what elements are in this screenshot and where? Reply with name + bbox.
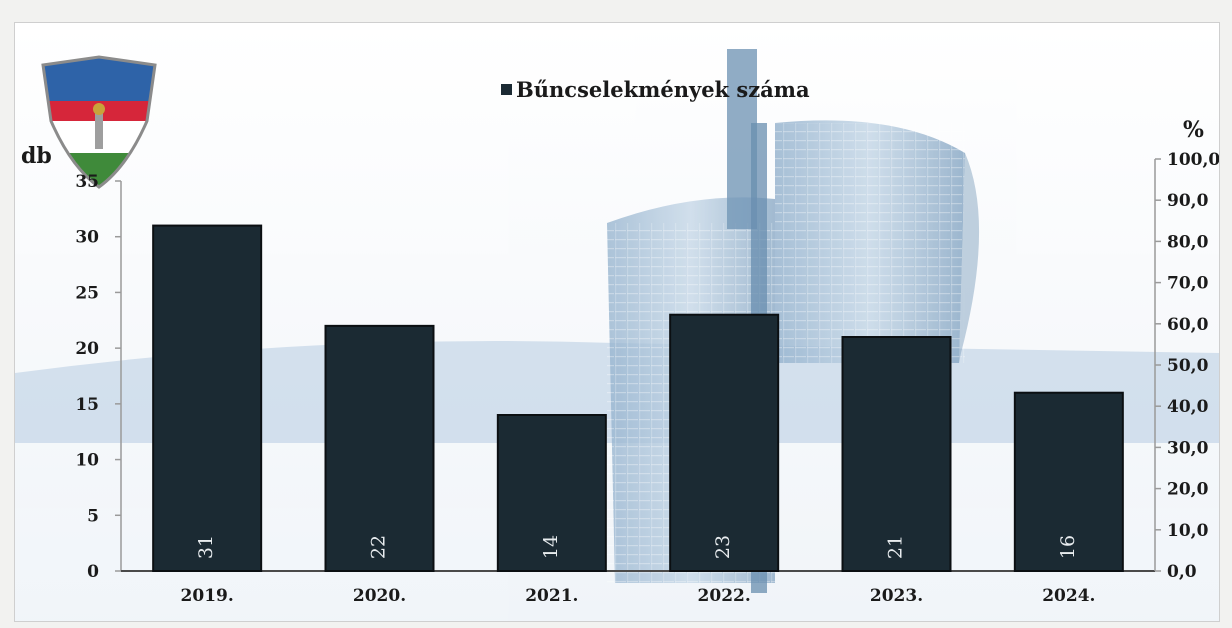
bar xyxy=(1013,391,1124,573)
y-left-tick-label: 35 xyxy=(75,172,99,192)
bar-data-label: 16 xyxy=(1057,535,1079,559)
y-left-tick-label: 0 xyxy=(87,562,99,582)
legend-label: Bűncselekmények száma xyxy=(516,77,810,102)
y-right-tick-label: 10,0 xyxy=(1167,521,1209,541)
y-right-tick-label: 0,0 xyxy=(1167,562,1197,582)
y-right-tick-label: 40,0 xyxy=(1167,397,1209,417)
x-tick-labels: 2019. 2020. 2021. 2022. 2023. 2024. xyxy=(181,586,1096,606)
y-right-tick-label: 90,0 xyxy=(1167,191,1209,211)
bar xyxy=(841,336,952,572)
y-right-tick-label: 60,0 xyxy=(1167,315,1209,335)
x-tick-label: 2021. xyxy=(525,586,578,606)
bar-data-label: 22 xyxy=(368,535,390,559)
y-left-tick-label: 10 xyxy=(75,451,99,471)
x-tick-label: 2023. xyxy=(870,586,923,606)
y-right-tick-label: 70,0 xyxy=(1167,274,1209,294)
bar xyxy=(496,414,607,572)
bar-chart: Bűncselekmények száma db % 0 5 10 15 20 25 30 3… xyxy=(15,23,1219,621)
bar-data-label: 14 xyxy=(540,535,562,559)
y-left-tick-label: 25 xyxy=(75,283,99,303)
bar-data-label: 31 xyxy=(195,535,217,559)
y-right-tick-label: 30,0 xyxy=(1167,438,1209,458)
bar xyxy=(669,313,780,572)
x-tick-label: 2024. xyxy=(1042,586,1095,606)
y-left-axis-label: db xyxy=(21,143,52,169)
y-right-tick-labels: 0,0 10,0 20,0 30,0 40,0 50,0 60,0 70,0 80,0 90,0 1… xyxy=(1155,150,1219,582)
bar xyxy=(152,224,263,572)
y-right-axis-label: % xyxy=(1183,117,1204,143)
chart-frame: Bűncselekmények száma db % 0 5 10 15 20 25 30 3… xyxy=(14,22,1220,622)
y-left-tick-label: 15 xyxy=(75,395,99,415)
x-tick-label: 2022. xyxy=(698,586,751,606)
x-tick-label: 2019. xyxy=(181,586,234,606)
y-right-tick-label: 50,0 xyxy=(1167,356,1209,376)
y-left-tick-label: 30 xyxy=(75,228,99,248)
police-badge-icon xyxy=(41,55,157,189)
y-right-tick-label: 100,0 xyxy=(1167,150,1219,170)
y-left-tick-label: 5 xyxy=(87,506,99,526)
bar-data-label: 23 xyxy=(712,535,734,559)
x-tick-label: 2020. xyxy=(353,586,406,606)
legend: Bűncselekmények száma xyxy=(501,77,810,102)
y-right-tick-label: 20,0 xyxy=(1167,480,1209,500)
bar-series: 31 22 14 23 21 16 xyxy=(152,224,1124,573)
y-right-tick-label: 80,0 xyxy=(1167,232,1209,252)
bar-data-label: 21 xyxy=(885,535,907,559)
bar xyxy=(324,324,435,572)
y-left-tick-labels: 0 5 10 15 20 25 30 35 xyxy=(75,172,121,582)
legend-swatch xyxy=(501,84,512,95)
y-left-tick-label: 20 xyxy=(75,339,99,359)
